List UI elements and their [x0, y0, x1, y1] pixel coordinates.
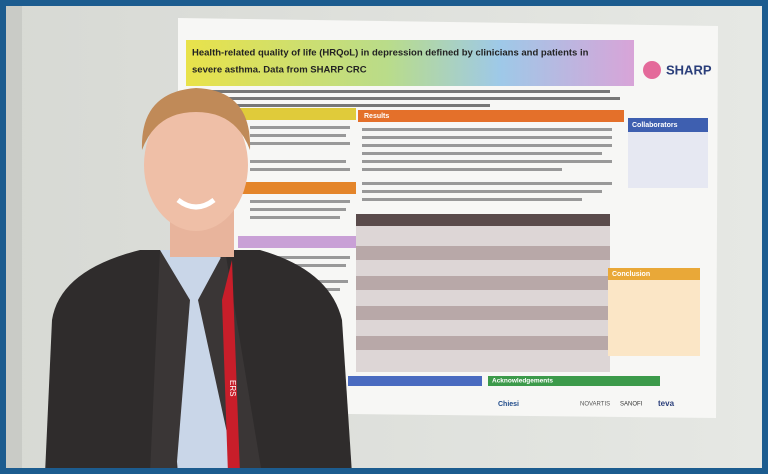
lanyard-text: ERS: [228, 380, 237, 396]
table-header: [356, 214, 610, 226]
logo-icon: [643, 61, 661, 79]
person: ERS: [45, 88, 352, 474]
section-bar: [238, 108, 356, 120]
table: [628, 132, 708, 188]
poster-title: Health-related quality of life (HRQoL) i…: [192, 48, 589, 59]
section-heading: Conclusion: [612, 271, 650, 278]
author-lines: [190, 90, 620, 107]
section-heading: Collaborators: [632, 122, 678, 129]
sponsor: Chiesi: [498, 401, 519, 408]
poster-title: severe asthma. Data from SHARP CRC: [192, 65, 367, 76]
sponsor: SANOFI: [620, 402, 643, 408]
logo: SHARP: [666, 62, 712, 77]
section-bar: [358, 110, 624, 122]
section-bar: [238, 182, 356, 194]
section-bar: [608, 268, 700, 280]
conclusion-box: [608, 280, 700, 356]
sponsor: teva: [658, 399, 675, 408]
text-lines: [362, 128, 612, 201]
section-bar: [488, 376, 660, 386]
table-rows: [356, 246, 610, 350]
section-bar: [348, 376, 482, 386]
section-bar: [238, 236, 356, 248]
title-bar: [186, 40, 634, 86]
section-heading: Results: [364, 113, 389, 120]
sponsor: NOVARTIS: [580, 402, 610, 408]
section-heading: Acknowledgements: [492, 378, 553, 385]
section-bar: [628, 118, 708, 132]
